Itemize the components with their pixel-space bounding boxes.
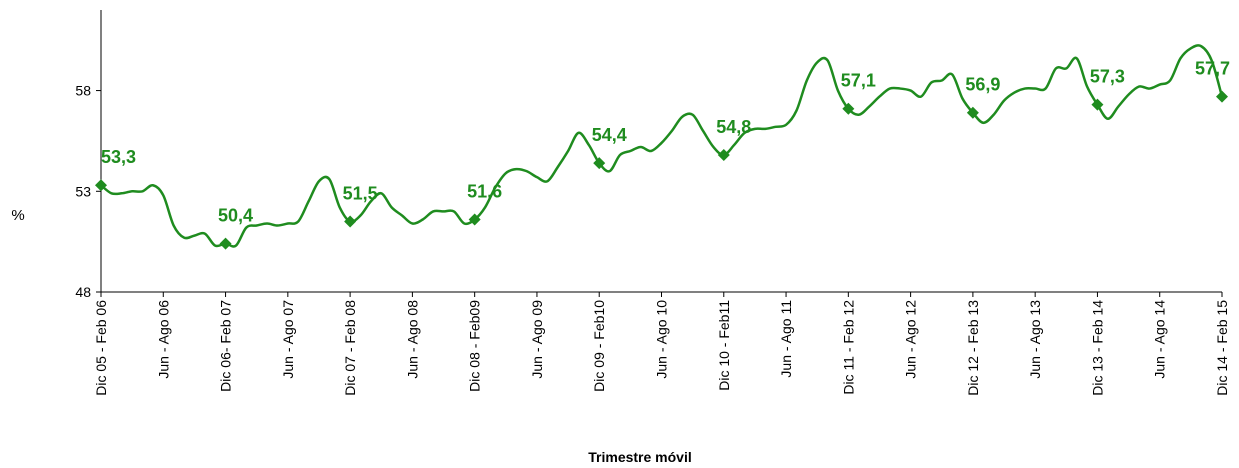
y-axis-title: % bbox=[11, 207, 24, 224]
data-label: 53,3 bbox=[101, 147, 136, 167]
marker bbox=[842, 102, 855, 115]
x-axis-title: Trimestre móvil bbox=[588, 449, 692, 465]
marker bbox=[1216, 90, 1228, 103]
x-tick-label: Dic 06- Feb 07 bbox=[218, 300, 234, 392]
marker bbox=[966, 106, 979, 119]
marker bbox=[1091, 98, 1104, 111]
data-label: 54,8 bbox=[716, 117, 751, 137]
x-tick-label: Jun - Ago 13 bbox=[1027, 300, 1043, 379]
data-label: 51,5 bbox=[343, 184, 378, 204]
marker bbox=[468, 213, 481, 226]
data-label: 57,7 bbox=[1195, 59, 1230, 79]
y-tick-label: 58 bbox=[75, 83, 91, 99]
data-label: 56,9 bbox=[965, 75, 1000, 95]
x-tick-label: Jun - Ago 08 bbox=[404, 300, 420, 379]
x-tick-label: Jun - Ago 09 bbox=[529, 300, 545, 379]
data-label: 57,1 bbox=[841, 71, 876, 91]
data-label: 57,3 bbox=[1090, 67, 1125, 87]
x-tick-label: Dic 11 - Feb 12 bbox=[840, 300, 856, 395]
data-label: 54,4 bbox=[592, 125, 627, 145]
x-tick-label: Dic 08 - Feb09 bbox=[467, 300, 483, 392]
x-tick-label: Dic 09 - Feb10 bbox=[591, 300, 607, 392]
x-tick-label: Jun - Ago 07 bbox=[280, 300, 296, 379]
x-tick-label: Jun - Ago 14 bbox=[1152, 300, 1168, 379]
y-tick-label: 48 bbox=[75, 284, 91, 300]
x-tick-label: Jun - Ago 06 bbox=[155, 300, 171, 379]
x-tick-label: Dic 10 - Feb11 bbox=[716, 300, 732, 391]
data-label: 51,6 bbox=[467, 181, 502, 201]
x-tick-label: Jun - Ago 10 bbox=[654, 300, 670, 379]
x-tick-label: Dic 12 - Feb 13 bbox=[965, 300, 981, 396]
x-tick-label: Dic 07 - Feb 08 bbox=[342, 300, 358, 396]
x-tick-label: Dic 13 - Feb 14 bbox=[1089, 300, 1105, 396]
line bbox=[100, 44, 1224, 248]
marker bbox=[219, 237, 232, 250]
data-label: 50,4 bbox=[218, 206, 253, 226]
x-tick-label: Dic 05 - Feb 06 bbox=[93, 300, 109, 396]
marker bbox=[344, 215, 357, 228]
x-tick-label: Jun - Ago 11 bbox=[778, 300, 794, 378]
marker bbox=[593, 157, 606, 170]
marker bbox=[717, 149, 730, 162]
y-tick-label: 53 bbox=[75, 183, 91, 199]
x-tick-label: Dic 14 - Feb 15 bbox=[1214, 300, 1230, 396]
marker bbox=[95, 179, 107, 192]
x-tick-label: Jun - Ago 12 bbox=[903, 300, 919, 379]
